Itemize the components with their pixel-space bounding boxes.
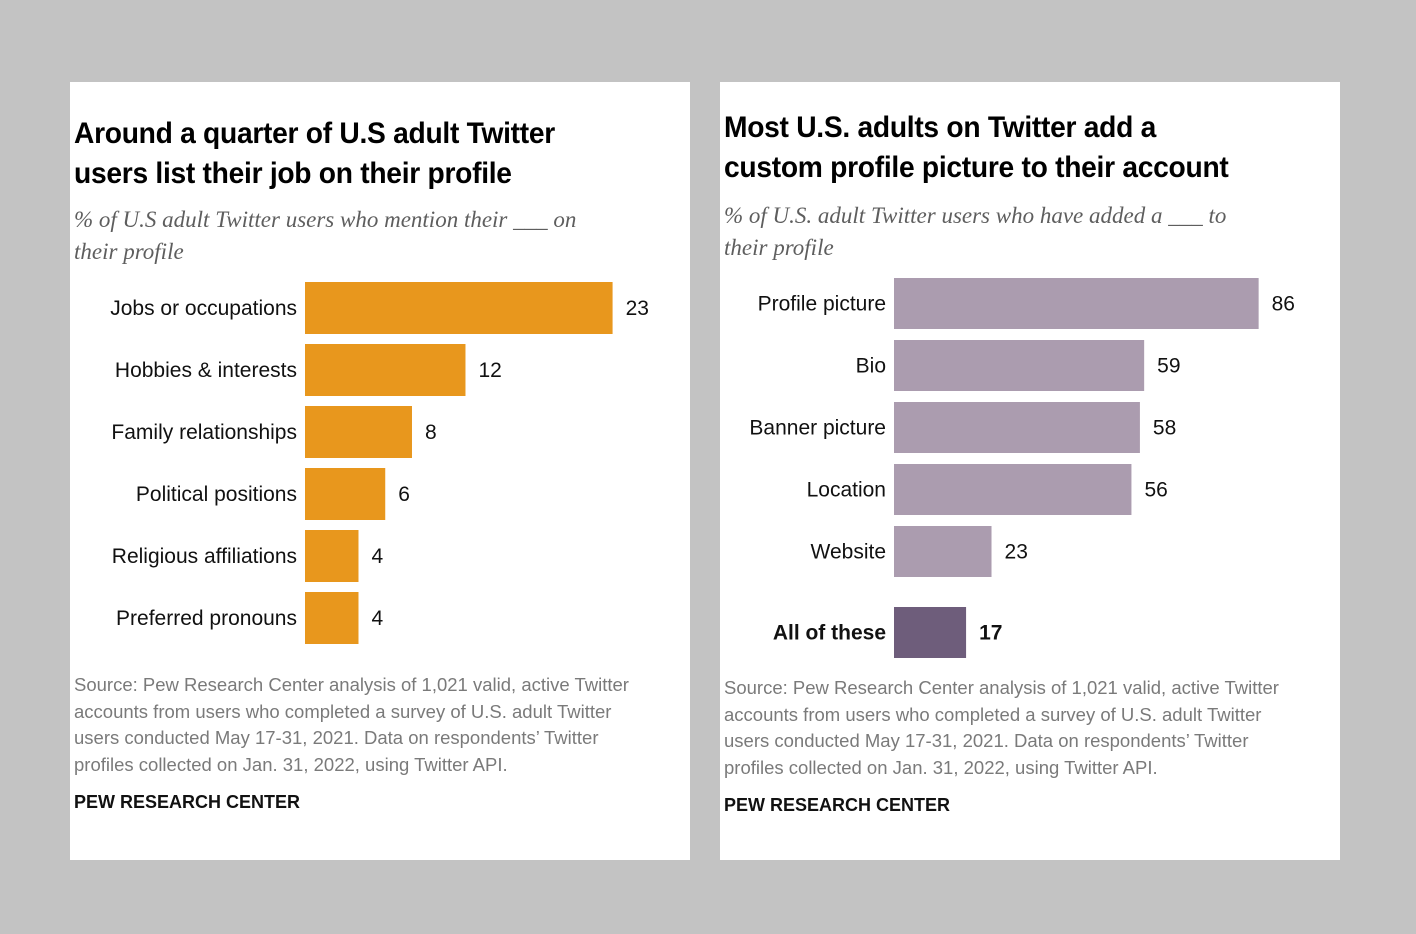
left-bar [305, 592, 359, 644]
left-source-note: Source: Pew Research Center analysis of … [74, 672, 686, 778]
right-bar [894, 340, 1145, 391]
left-title-line-1: Around a quarter of U.S adult Twitter [74, 117, 556, 150]
right-title-line-2: custom profile picture to their account [724, 151, 1229, 184]
left-source-line-2: accounts from users who completed a surv… [74, 700, 612, 722]
left-category-label: Hobbies & interests [115, 359, 297, 382]
right-bar [894, 607, 967, 658]
right-source-line-2: accounts from users who completed a surv… [724, 703, 1262, 725]
right-value-label: 56 [1144, 479, 1167, 502]
right-bar [894, 464, 1132, 515]
right-source-line-1: Source: Pew Research Center analysis of … [724, 677, 1279, 698]
right-category-label: Profile picture [758, 293, 886, 316]
right-bar [894, 526, 992, 577]
right-value-label: 86 [1272, 293, 1295, 316]
left-value-label: 12 [478, 359, 501, 382]
left-chart-title: Around a quarter of U.S adult Twitter us… [74, 114, 676, 194]
left-source-line-4: profiles collected on Jan. 31, 2022, usi… [74, 753, 508, 775]
right-subtitle-line-1: % of U.S. adult Twitter users who have a… [724, 203, 1227, 228]
left-source-line-1: Source: Pew Research Center analysis of … [74, 674, 629, 695]
left-title-line-2: users list their job on their profile [74, 157, 512, 190]
right-value-label: 59 [1157, 355, 1180, 378]
left-category-label: Family relationships [111, 421, 297, 444]
right-category-label: Website [811, 541, 886, 564]
left-category-label: Preferred pronouns [116, 607, 297, 630]
left-value-label: 4 [371, 545, 383, 568]
left-subtitle-line-2: their profile [74, 239, 184, 264]
right-chart-subtitle: % of U.S. adult Twitter users who have a… [724, 200, 1324, 264]
right-source-line-4: profiles collected on Jan. 31, 2022, usi… [724, 756, 1158, 778]
right-value-label: 58 [1153, 417, 1176, 440]
left-category-label: Jobs or occupations [110, 297, 297, 320]
left-bar [305, 406, 412, 458]
left-bar-chart: Jobs or occupations 23 Hobbies & interests… [110, 282, 649, 644]
left-bar [305, 530, 359, 582]
left-chart-subtitle: % of U.S adult Twitter users who mention… [74, 204, 674, 268]
left-bar [305, 282, 613, 334]
left-brand-label: PEW RESEARCH CENTER [74, 792, 301, 812]
left-bar [305, 468, 386, 520]
right-source-note: Source: Pew Research Center analysis of … [724, 675, 1336, 781]
left-value-label: 23 [626, 297, 649, 320]
left-chart-panel: Around a quarter of U.S adult Twitter us… [70, 82, 690, 860]
left-value-label: 4 [371, 607, 383, 630]
right-bar-chart: Profile picture 86 Bio 59 Banner picture 58 Lo… [749, 278, 1295, 658]
right-category-label: Location [807, 479, 886, 502]
right-category-label: Banner picture [749, 417, 886, 440]
right-bar [894, 278, 1259, 329]
left-value-label: 6 [398, 483, 410, 506]
right-brand-label: PEW RESEARCH CENTER [724, 795, 951, 815]
left-category-label: Political positions [136, 483, 297, 506]
right-title-line-1: Most U.S. adults on Twitter add a [724, 111, 1157, 144]
right-chart-panel: Most U.S. adults on Twitter add a custom… [720, 82, 1340, 860]
left-source-line-3: users conducted May 17-31, 2021. Data on… [74, 727, 599, 749]
left-category-label: Religious affiliations [112, 545, 297, 568]
left-subtitle-line-1: % of U.S adult Twitter users who mention… [74, 207, 577, 232]
left-bar [305, 344, 466, 396]
right-chart-title: Most U.S. adults on Twitter add a custom… [724, 108, 1326, 188]
right-value-label: 23 [1005, 541, 1028, 564]
right-category-label: Bio [856, 355, 886, 378]
right-source-line-3: users conducted May 17-31, 2021. Data on… [724, 730, 1249, 752]
right-bar [894, 402, 1140, 453]
right-subtitle-line-2: their profile [724, 235, 834, 260]
right-category-label: All of these [773, 622, 886, 645]
right-value-label: 17 [979, 622, 1002, 645]
left-value-label: 8 [425, 421, 437, 444]
